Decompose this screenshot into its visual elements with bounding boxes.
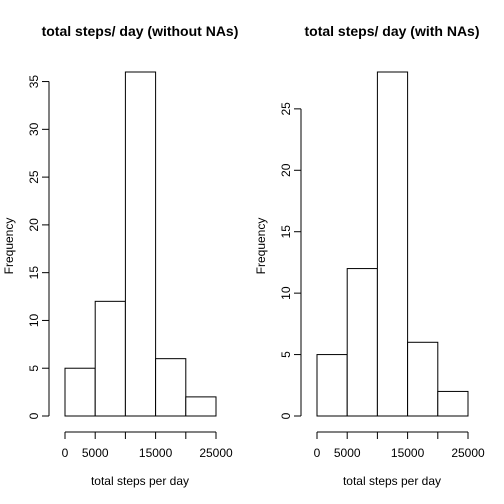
- x-tick-label: 5000: [334, 446, 361, 460]
- y-axis-label: Frequency: [254, 218, 268, 275]
- histogram-bar: [185, 396, 217, 417]
- y-tick-label: 0: [27, 412, 41, 419]
- y-tick-label: 30: [27, 122, 41, 136]
- histogram-panel-with-nas: total steps/ day (with NAs)0 5000 15000 250…: [254, 23, 485, 488]
- y-tick-label: 35: [27, 75, 41, 89]
- histogram-bar: [316, 354, 348, 417]
- y-tick-label: 5: [279, 351, 293, 358]
- y-tick-label: 25: [27, 170, 41, 184]
- histogram-bar: [64, 367, 96, 417]
- x-tick-label: 5000: [82, 446, 109, 460]
- histogram-bar: [437, 390, 469, 417]
- chart-title: total steps/ day (without NAs): [42, 23, 239, 39]
- histogram-bar: [407, 341, 439, 417]
- y-tick-label: 10: [27, 313, 41, 327]
- y-tick-label: 15: [27, 266, 41, 280]
- y-axis-label: Frequency: [2, 218, 16, 275]
- x-tick-label: 15000: [391, 446, 425, 460]
- chart-title: total steps/ day (with NAs): [304, 23, 479, 39]
- y-tick-label: 0: [279, 412, 293, 419]
- histogram-bar: [376, 71, 409, 417]
- y-tick-label: 15: [279, 225, 293, 239]
- histogram-bar: [155, 358, 187, 417]
- x-axis-label: total steps per day: [343, 474, 441, 488]
- x-axis-label: total steps per day: [91, 474, 189, 488]
- histogram-bar: [94, 300, 126, 417]
- x-tick-label: 25000: [199, 446, 233, 460]
- histogram-bar: [346, 268, 378, 417]
- x-tick-label: 0: [62, 446, 69, 460]
- y-tick-label: 5: [27, 365, 41, 372]
- histogram-panel-without-nas: total steps/ day (without NAs) 0 5000 15000…: [2, 23, 238, 488]
- x-tick-label: 25000: [451, 446, 485, 460]
- x-tick-label: 0: [314, 446, 321, 460]
- y-tick-label: 20: [279, 163, 293, 177]
- x-tick-label: 15000: [139, 446, 173, 460]
- y-tick-label: 25: [279, 102, 293, 116]
- histogram-bar: [124, 71, 157, 417]
- y-tick-label: 20: [27, 218, 41, 232]
- y-tick-label: 10: [279, 286, 293, 300]
